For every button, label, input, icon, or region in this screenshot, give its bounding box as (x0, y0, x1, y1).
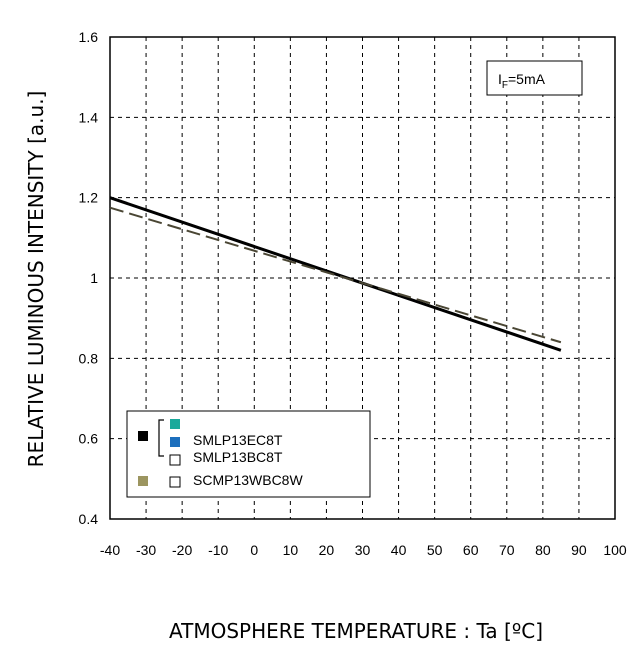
x-tick-label: 100 (603, 542, 627, 558)
legend-swatch-1 (170, 419, 180, 429)
x-tick-label: 40 (391, 542, 407, 558)
y-axis-title: RELATIVE LUMINOUS INTENSITY [a.u.] (24, 91, 48, 468)
x-tick-label: 0 (250, 542, 258, 558)
condition-label: IF=5mA (486, 60, 583, 96)
y-tick-label: 1.4 (79, 109, 99, 125)
legend-bracket (158, 419, 164, 457)
series-layer (109, 196, 562, 352)
x-tick-label: 30 (355, 542, 371, 558)
series-line-1 (109, 196, 562, 352)
x-tick-label: 50 (427, 542, 443, 558)
legend-group-marker-2 (138, 476, 148, 486)
x-tick-label: 80 (535, 542, 551, 558)
svg-text:IF=5mA: IF=5mA (498, 71, 546, 91)
y-tick-label: 1.6 (79, 29, 99, 45)
x-axis-ticks: -40 -30 -20 -10 0 10 20 30 40 50 60 70 80 90 100 (100, 542, 627, 558)
x-tick-label: 20 (319, 542, 335, 558)
x-tick-label: -10 (208, 542, 228, 558)
series-line-2 (109, 206, 562, 344)
x-tick-label: 10 (283, 542, 299, 558)
x-tick-label: 90 (571, 542, 587, 558)
x-axis-title: ATMOSPHERE TEMPERATURE : Ta [ºC] (169, 619, 543, 643)
y-tick-label: 0.8 (79, 350, 99, 366)
legend-box (126, 410, 371, 498)
legend: SMLP13EC8T SMLP13BC8T SCMP13WBC8W (126, 410, 371, 498)
x-tick-label: -20 (172, 542, 192, 558)
legend-swatch-2 (170, 437, 180, 447)
y-tick-label: 1.2 (79, 190, 99, 206)
x-tick-label: 60 (463, 542, 479, 558)
condition-box (486, 60, 583, 96)
condition-sub: F (502, 80, 508, 91)
x-tick-label: 70 (499, 542, 515, 558)
legend-swatch-3b (169, 476, 181, 488)
condition-main: I (498, 71, 502, 87)
plot-frame (109, 36, 616, 520)
legend-label-2: SMLP13BC8T (193, 449, 283, 465)
y-axis-ticks: 0.4 0.6 0.8 1 1.2 1.4 1.6 (79, 29, 99, 527)
legend-label-3: SCMP13WBC8W (193, 472, 303, 488)
legend-label-1: SMLP13EC8T (193, 432, 283, 448)
condition-rest: =5mA (508, 71, 546, 87)
x-tick-label: -30 (136, 542, 156, 558)
legend-group-marker-1 (138, 431, 148, 441)
legend-swatch-3a (169, 454, 181, 466)
y-tick-label: 0.6 (79, 431, 99, 447)
grid (110, 37, 615, 519)
y-tick-label: 0.4 (79, 511, 99, 527)
y-tick-label: 1 (90, 270, 98, 286)
x-tick-label: -40 (100, 542, 120, 558)
